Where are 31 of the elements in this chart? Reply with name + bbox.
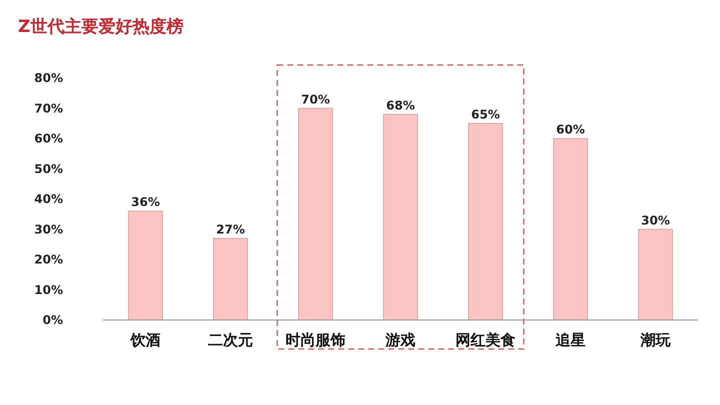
y-tick-label: 40% [34,192,63,206]
data-label: 36% [131,195,160,210]
x-tick-label: 游戏 [384,331,416,349]
bar [638,228,673,320]
bar [468,122,503,320]
y-tick-label: 70% [34,101,63,116]
x-tick-label: 二次元 [208,331,253,349]
y-tick-label: 20% [34,252,63,267]
y-tick-label: 80% [34,71,63,86]
data-label: 27% [216,222,245,236]
bar [213,238,248,320]
bar [128,210,163,320]
x-tick-label: 追星 [554,331,586,349]
y-tick-label: 0% [42,313,63,328]
x-tick-label: 网红美食 [456,331,516,349]
x-tick-label: 潮玩 [640,331,672,349]
data-label: 70% [301,92,330,106]
y-tick-label: 60% [34,132,63,146]
bar [553,138,588,320]
x-tick-label: 时尚服饰 [286,331,346,349]
y-tick-label: 30% [34,222,63,236]
chart-title: Z世代主要爱好热度榜 [18,17,184,37]
x-tick-label: 饮酒 [130,331,160,349]
data-label: 30% [641,213,670,228]
bar [383,114,418,320]
bar [298,108,333,320]
y-tick-label: 50% [34,162,63,176]
data-label: 68% [386,98,415,112]
data-label: 60% [556,122,585,136]
y-tick-label: 10% [34,282,63,297]
data-label: 65% [471,107,500,122]
